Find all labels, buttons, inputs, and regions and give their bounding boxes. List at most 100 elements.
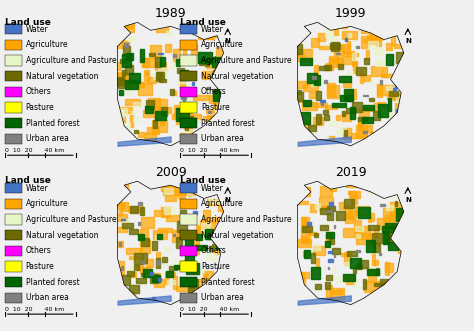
Bar <box>386 43 392 50</box>
Bar <box>164 182 176 188</box>
Text: N: N <box>225 197 231 203</box>
Bar <box>333 290 342 295</box>
Bar <box>125 99 140 106</box>
Bar <box>5 199 22 209</box>
Bar <box>313 117 322 125</box>
Bar <box>125 289 134 295</box>
Bar <box>203 117 214 120</box>
Bar <box>125 65 133 74</box>
Bar <box>401 267 411 273</box>
Bar <box>175 182 186 195</box>
Bar <box>143 253 147 263</box>
Bar <box>153 74 159 79</box>
Bar <box>187 116 190 119</box>
Bar <box>315 284 321 289</box>
Bar <box>321 206 329 209</box>
Bar <box>318 33 326 41</box>
Bar <box>353 250 356 255</box>
Bar <box>340 95 352 101</box>
Text: N: N <box>405 197 411 203</box>
Bar <box>112 80 120 85</box>
Bar <box>344 200 355 208</box>
Bar <box>390 202 402 214</box>
Text: Natural vegetation: Natural vegetation <box>26 72 98 81</box>
Bar <box>311 244 320 250</box>
Bar <box>225 254 232 260</box>
Bar <box>381 80 382 84</box>
Bar <box>292 98 301 102</box>
Bar <box>150 45 161 57</box>
Bar <box>173 91 176 95</box>
Bar <box>121 218 125 220</box>
Bar <box>121 266 123 270</box>
Bar <box>227 243 239 248</box>
Bar <box>368 243 379 246</box>
Bar <box>138 83 152 95</box>
Bar <box>346 53 358 56</box>
Bar <box>373 111 380 120</box>
Bar <box>191 44 197 55</box>
Bar <box>145 133 155 141</box>
Bar <box>219 105 228 116</box>
Text: Agriculture and Pasture: Agriculture and Pasture <box>26 215 116 224</box>
Bar <box>122 223 133 228</box>
Bar <box>221 244 229 251</box>
Bar <box>176 113 192 124</box>
Bar <box>300 58 312 65</box>
Bar <box>226 37 233 44</box>
Text: 0  10  20      40 km: 0 10 20 40 km <box>180 307 239 312</box>
Bar <box>166 215 182 221</box>
Bar <box>399 20 405 28</box>
Bar <box>330 181 336 191</box>
Bar <box>301 122 309 129</box>
Bar <box>188 285 195 292</box>
Bar <box>119 60 128 63</box>
Bar <box>141 273 144 276</box>
Bar <box>401 264 415 268</box>
Bar <box>329 43 340 49</box>
Bar <box>173 259 183 264</box>
Bar <box>145 70 149 81</box>
Bar <box>117 73 127 82</box>
Bar <box>328 267 329 269</box>
Bar <box>140 49 144 62</box>
Bar <box>302 102 317 110</box>
Bar <box>112 291 126 298</box>
Bar <box>343 51 354 54</box>
Bar <box>355 232 358 237</box>
Bar <box>121 274 130 285</box>
Bar <box>322 110 328 114</box>
Bar <box>327 299 329 302</box>
Bar <box>201 230 206 234</box>
Text: Urban area: Urban area <box>201 293 244 302</box>
Bar <box>347 41 350 49</box>
Text: Planted forest: Planted forest <box>201 119 255 128</box>
Bar <box>126 74 128 87</box>
Text: Others: Others <box>26 246 51 255</box>
Bar <box>382 226 394 232</box>
Bar <box>339 202 344 209</box>
Bar <box>408 54 415 61</box>
Bar <box>195 245 207 250</box>
Text: Land use: Land use <box>5 18 51 26</box>
Bar <box>118 108 128 115</box>
Bar <box>309 92 315 98</box>
Bar <box>373 243 381 252</box>
Bar <box>5 24 22 34</box>
Bar <box>164 207 174 214</box>
Bar <box>126 53 134 60</box>
Bar <box>331 42 338 51</box>
Bar <box>310 205 317 212</box>
Bar <box>223 76 228 80</box>
Bar <box>395 210 408 214</box>
Bar <box>372 233 383 243</box>
Bar <box>121 202 128 211</box>
Bar <box>381 74 393 77</box>
Bar <box>361 36 368 48</box>
Text: Agriculture: Agriculture <box>26 40 68 49</box>
Bar <box>5 87 22 97</box>
Bar <box>140 207 145 214</box>
Bar <box>355 226 363 231</box>
Bar <box>406 244 414 250</box>
Bar <box>393 232 406 237</box>
